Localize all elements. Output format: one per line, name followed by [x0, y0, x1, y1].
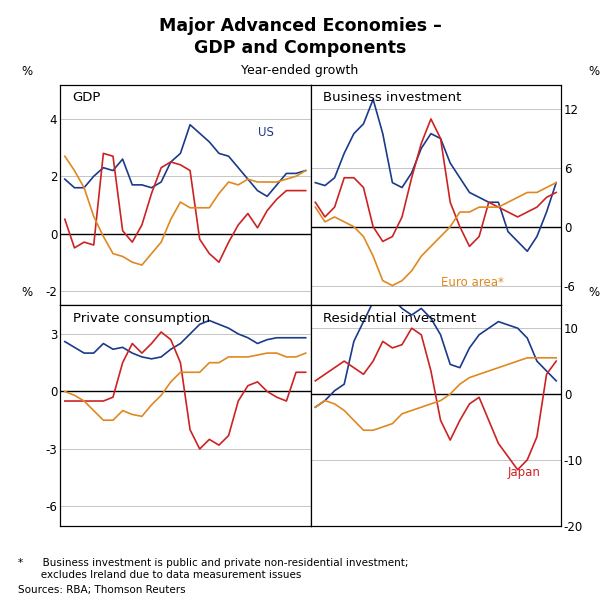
Text: Sources: RBA; Thomson Reuters: Sources: RBA; Thomson Reuters — [18, 585, 185, 595]
Text: %: % — [22, 65, 33, 78]
Text: Year-ended growth: Year-ended growth — [241, 64, 359, 77]
Text: Residential investment: Residential investment — [323, 312, 476, 325]
Text: *      Business investment is public and private non-residential investment;
   : * Business investment is public and priv… — [18, 558, 409, 580]
Text: Major Advanced Economies –
GDP and Components: Major Advanced Economies – GDP and Compo… — [158, 17, 442, 57]
Text: %: % — [588, 285, 599, 299]
Text: US: US — [257, 126, 274, 139]
Text: Japan: Japan — [508, 466, 541, 479]
Text: GDP: GDP — [73, 91, 101, 104]
Text: Private consumption: Private consumption — [73, 312, 209, 325]
Text: %: % — [588, 65, 599, 78]
Text: Euro area*: Euro area* — [440, 275, 503, 288]
Text: %: % — [22, 285, 33, 299]
Text: Business investment: Business investment — [323, 91, 461, 104]
